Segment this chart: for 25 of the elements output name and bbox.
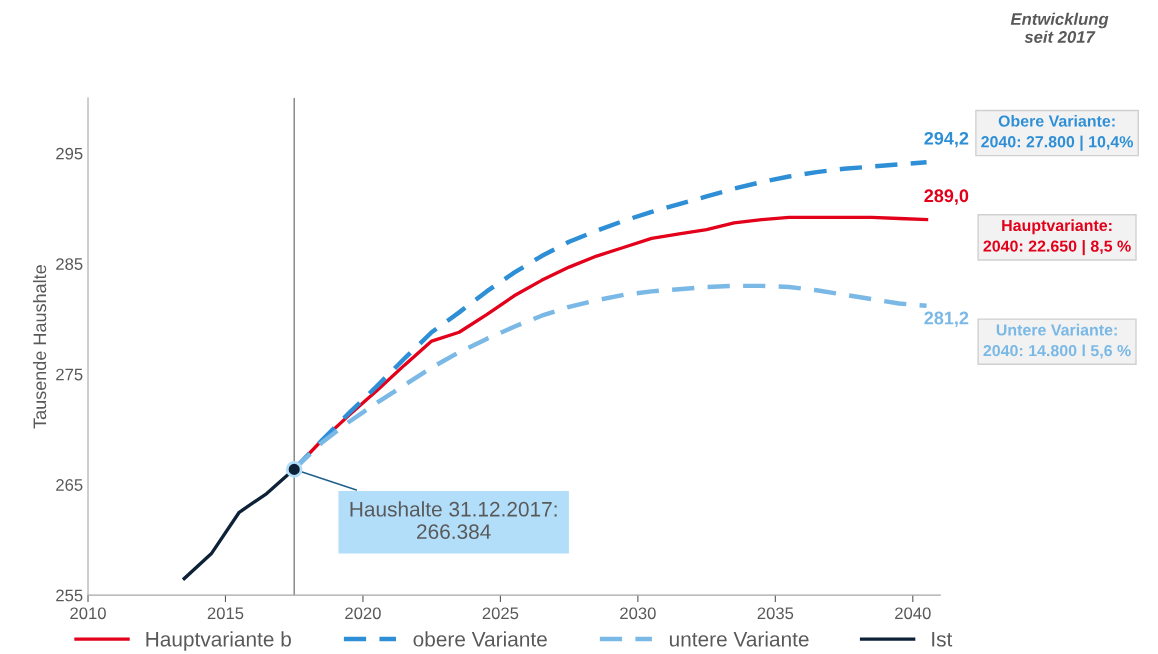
y-tick-label: 255 [56,589,83,602]
x-tick-label: 2035 [757,607,794,620]
text: Entwicklung seit 2017 [1010,12,1109,43]
data-label: 281,2 [924,311,969,328]
text: Untere Variante: 2040: 14.800 l 5,6 % [983,323,1131,359]
x-tick-label: 2015 [207,607,244,620]
y-tick-label: 295 [56,147,83,160]
annotation: Haushalte 31.12.2017: 266.384 [350,501,557,540]
legend-label: Ist [932,632,953,647]
data-label: 294,2 [924,131,969,148]
y-tick-label: 285 [56,258,83,270]
x-tick-label: 2040 [895,607,931,620]
data-label: 289,0 [924,189,969,205]
x-tick-label: 2010 [70,607,106,620]
legend-label: obere Variante [413,631,547,647]
text: Hauptvariante: 2040: 22.650 | 8,5 % [983,219,1131,256]
y-tick-label: 275 [56,368,83,381]
x-tick-label: 2020 [345,607,381,620]
x-tick-label: 2030 [620,607,656,620]
legend-label: untere Variante [669,631,809,647]
y-axis-title: Tausende Haushalte [32,265,47,429]
y-tick-label: 265 [56,479,83,491]
text: Obere Variante: 2040: 27.800 | 10,4% [981,114,1134,151]
x-tick-label: 2025 [482,607,519,620]
legend-label: Hauptvariante b [146,631,291,651]
